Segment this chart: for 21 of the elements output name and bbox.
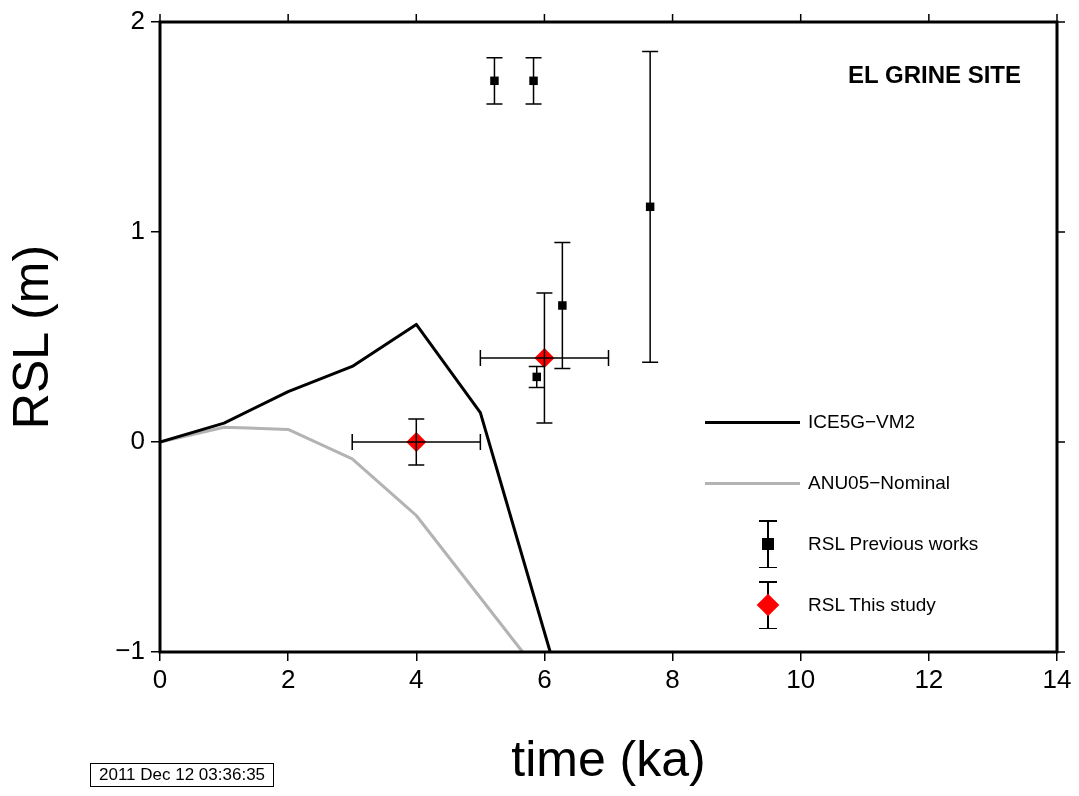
x-tick-label: 12 xyxy=(914,663,944,694)
y-tick-label: 0 xyxy=(130,425,145,456)
x-axis-title: time (ka) xyxy=(511,730,706,787)
legend-label: RSL This study xyxy=(808,594,936,616)
y-tick-label: 1 xyxy=(130,215,145,246)
x-tick-label: 4 xyxy=(409,663,424,694)
legend-label: ICE5G−VM2 xyxy=(808,411,916,433)
x-tick-label: 8 xyxy=(665,663,680,694)
x-tick-label: 6 xyxy=(537,663,552,694)
x-tick-label: 14 xyxy=(1042,663,1072,694)
y-axis-title: RSL (m) xyxy=(2,244,59,430)
x-tick-label: 0 xyxy=(152,663,168,694)
legend-label: ANU05−Nominal xyxy=(808,472,951,494)
y-tick-label: 2 xyxy=(130,5,145,36)
legend-label: RSL Previous works xyxy=(808,533,979,555)
y-tick-label: −1 xyxy=(115,635,145,666)
text: 2011 Dec 12 03:36:35 xyxy=(90,763,275,787)
x-tick-label: 2 xyxy=(280,663,296,694)
x-tick-label: 10 xyxy=(786,663,816,694)
text: EL GRINE SITE xyxy=(848,60,1021,88)
point xyxy=(558,301,567,310)
